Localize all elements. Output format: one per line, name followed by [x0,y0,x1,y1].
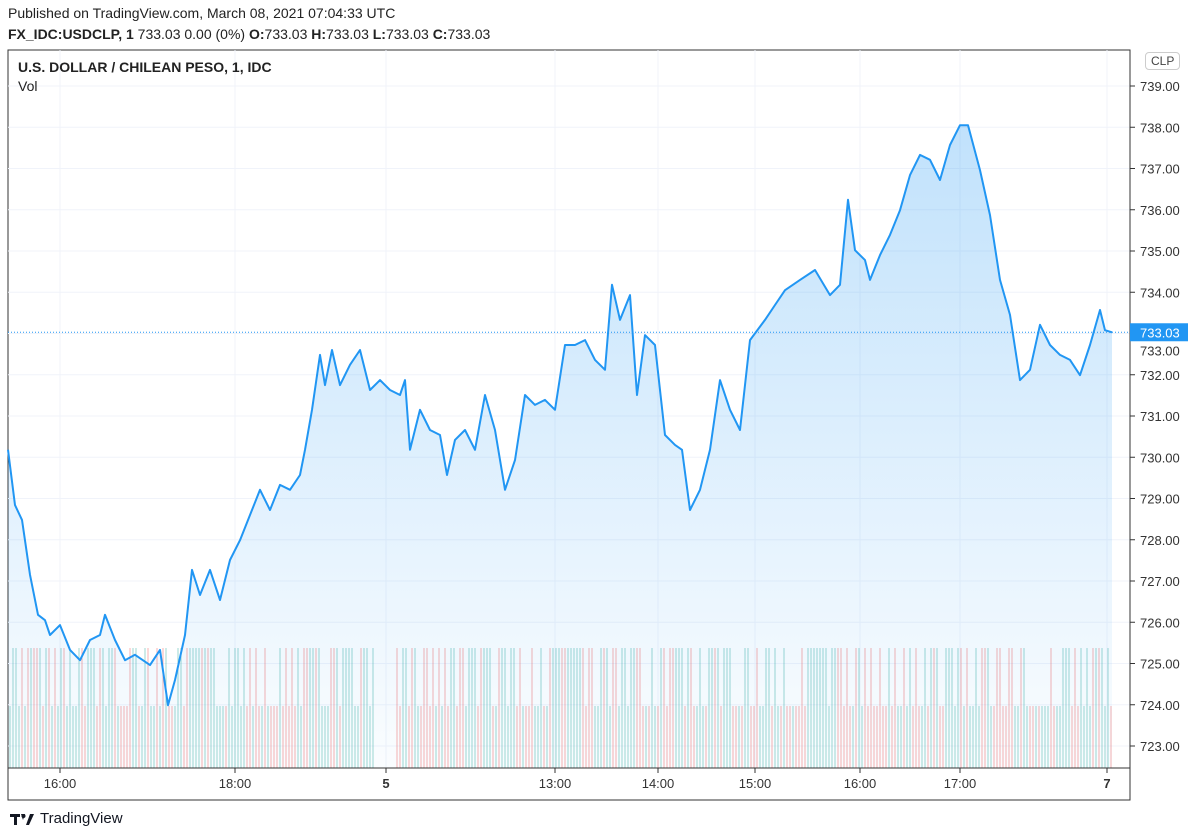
volume-legend: Vol [18,78,38,94]
high-label: H: [311,26,327,42]
close-value: 733.03 [447,26,491,42]
y-tick-label: 736.00 [1140,203,1180,218]
open-value: 733.03 [264,26,308,42]
quote: 733.03 0.00 (0%) [137,26,246,42]
symbol-quote-line: FX_IDC:USDCLP, 1 733.03 0.00 (0%) O:733.… [8,26,490,42]
y-tick-label: 725.00 [1140,657,1180,672]
x-tick-label: 5 [382,776,389,791]
tradingview-logo[interactable]: TradingView [8,810,123,827]
tradingview-logo-icon [10,813,34,825]
x-tick-label: 7 [1103,776,1110,791]
x-tick-label: 18:00 [219,776,252,791]
y-tick-label: 723.00 [1140,739,1180,754]
y-tick-label: 726.00 [1140,615,1180,630]
symbol: FX_IDC:USDCLP, 1 [8,26,134,42]
price-axis[interactable]: 723.00 724.00 725.00 726.00 727.00 728.00 729.… [1130,79,1180,754]
y-tick-label: 730.00 [1140,450,1180,465]
high-value: 733.03 [326,26,369,42]
open-label: O: [248,26,265,42]
time-axis[interactable]: 16:00 18:00 5 13:00 14:00 15:00 16:00 17:00 7 [44,768,1111,791]
y-tick-label: 734.00 [1140,285,1180,300]
x-tick-label: 13:00 [539,776,572,791]
branding-text: TradingView [40,810,123,827]
y-tick-label: 735.00 [1140,244,1180,259]
published-info: Published on TradingView.com, March 08, … [8,5,396,21]
x-tick-label: 14:00 [642,776,675,791]
last-price-label: 733.03 [1130,323,1188,342]
y-tick-label: 728.00 [1140,533,1180,548]
y-tick-label: 733.00 [1140,343,1180,358]
svg-text:733.03: 733.03 [1140,325,1180,340]
chart-legend-title: U.S. DOLLAR / CHILEAN PESO, 1, IDC [18,59,272,75]
x-tick-label: 15:00 [739,776,772,791]
y-tick-label: 737.00 [1140,162,1180,177]
y-tick-label: 738.00 [1140,120,1180,135]
y-tick-label: 739.00 [1140,79,1180,94]
y-tick-label: 724.00 [1140,698,1180,713]
price-area [8,125,1112,768]
low-label: L: [372,26,386,42]
x-tick-label: 17:00 [944,776,977,791]
y-tick-label: 729.00 [1140,492,1180,507]
x-tick-label: 16:00 [844,776,877,791]
x-tick-label: 16:00 [44,776,77,791]
y-tick-label: 731.00 [1140,409,1180,424]
y-tick-label: 727.00 [1140,574,1180,589]
currency-button[interactable]: CLP [1145,52,1181,70]
price-line [7,124,1113,707]
low-value: 733.03 [385,26,429,42]
close-label: C: [432,26,448,42]
y-tick-label: 732.00 [1140,368,1180,383]
